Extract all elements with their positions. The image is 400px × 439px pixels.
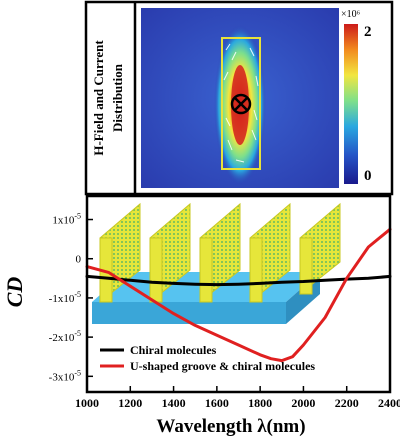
colorbar-min-label: 0 bbox=[364, 168, 372, 184]
inset-panel: H-Field and Current Distribution 2 0 ×10… bbox=[84, 0, 394, 196]
current-into-page-icon bbox=[230, 93, 252, 115]
x-tick-label: 1400 bbox=[162, 396, 186, 410]
plot-frame bbox=[85, 194, 392, 394]
x-tick-label: 1000 bbox=[75, 396, 99, 410]
series-layer bbox=[85, 227, 392, 363]
groove-schematic bbox=[92, 202, 341, 324]
y-tick-label: -1x10-5 bbox=[49, 290, 81, 305]
x-tick-label: 2200 bbox=[335, 396, 359, 410]
y-tick-label: 1x10-5 bbox=[52, 212, 81, 227]
x-tick-label: 1200 bbox=[118, 396, 142, 410]
schematic-fin-3 bbox=[199, 202, 241, 304]
cd-plot: 1000 1200 1400 1600 1800 2000 2200 2400 1x10-5 0 -… bbox=[2, 194, 400, 437]
legend: Chiral molecules U-shaped groove & chira… bbox=[100, 343, 315, 373]
x-tick-label: 1600 bbox=[205, 396, 229, 410]
colorbar-max-label: 2 bbox=[364, 24, 372, 40]
series-line-chiral-molecules bbox=[85, 274, 392, 287]
schematic-fin-5 bbox=[299, 202, 341, 296]
y-tick-label: 0 bbox=[76, 254, 82, 266]
legend-label-u-groove: U-shaped groove & chiral molecules bbox=[130, 359, 315, 373]
y-tick-label: -3x10-5 bbox=[49, 368, 81, 383]
schematic-fin-4 bbox=[249, 202, 291, 304]
current-arrows bbox=[223, 43, 259, 163]
inset-label-line2: Distribution bbox=[110, 63, 125, 132]
colorbar: 2 0 ×10⁶ bbox=[341, 9, 372, 184]
x-axis-label: Wavelength λ(nm) bbox=[156, 416, 305, 437]
x-tick-label: 1800 bbox=[248, 396, 272, 410]
colorbar-scale-label: ×10⁶ bbox=[341, 9, 361, 20]
field-map bbox=[141, 8, 339, 188]
x-tick-label: 2400 bbox=[378, 396, 400, 410]
groove-outline bbox=[221, 37, 261, 170]
x-tick-label: 2000 bbox=[291, 396, 315, 410]
y-tick-label: -2x10-5 bbox=[49, 329, 81, 344]
inset-label-line1: H-Field and Current bbox=[91, 40, 106, 156]
legend-label-chiral: Chiral molecules bbox=[130, 343, 217, 357]
series-line-u-groove bbox=[85, 227, 392, 363]
schematic-slab-front bbox=[92, 302, 286, 324]
y-axis-label: CD bbox=[2, 277, 27, 308]
ticks-layer: 1000 1200 1400 1600 1800 2000 2200 2400 1x10-5 0 -… bbox=[49, 212, 400, 410]
colorbar-gradient bbox=[344, 24, 358, 184]
